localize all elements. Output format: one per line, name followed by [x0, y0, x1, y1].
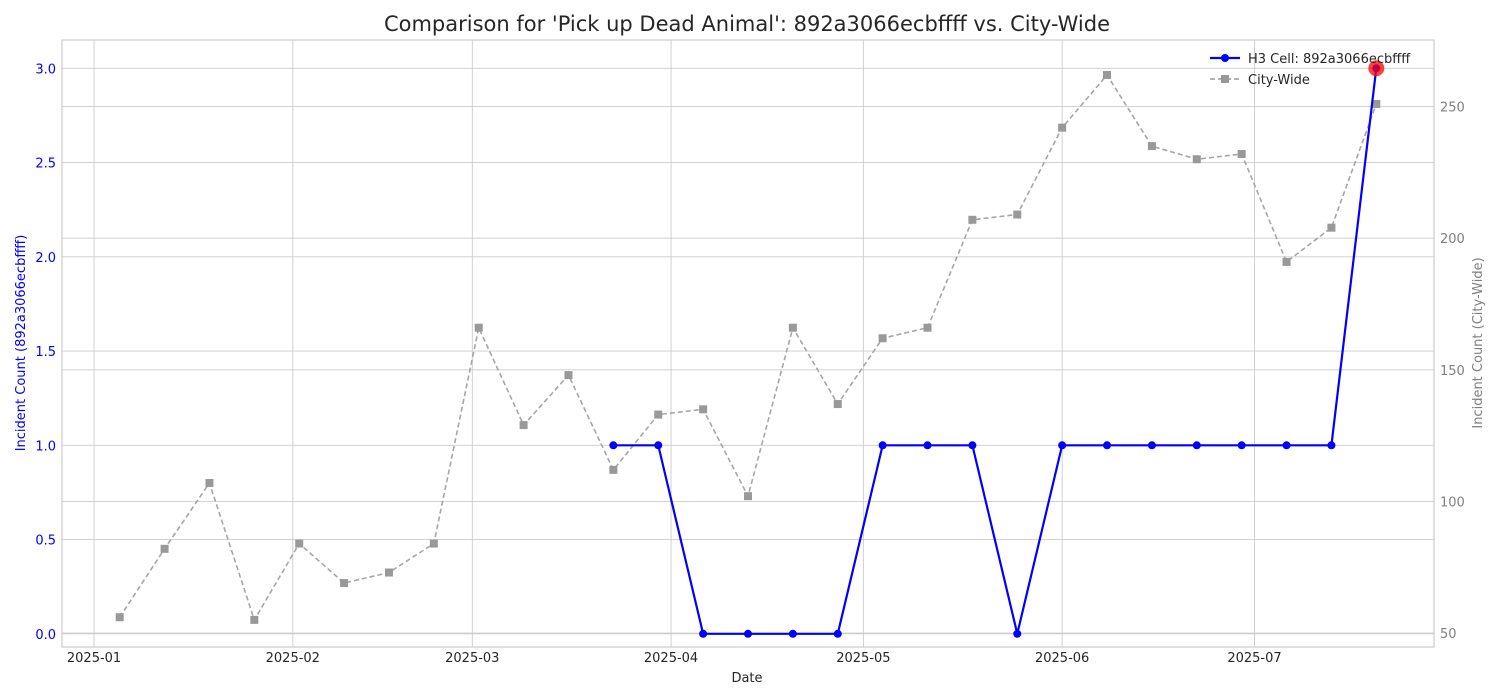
legend: H3 Cell: 892a3066ecbffff City-Wide: [1210, 52, 1411, 88]
h3-cell-point: [744, 629, 752, 638]
city-wide-point: [384, 568, 393, 577]
city-wide-point: [474, 323, 483, 332]
city-wide-point: [699, 405, 708, 414]
legend-cell-label: H3 Cell: 892a3066ecbffff: [1248, 52, 1411, 67]
y-tick-label-right: 250: [1440, 101, 1465, 116]
y-tick-label-left: 2.5: [35, 157, 56, 172]
y-tick-label-left: 3.0: [35, 62, 56, 77]
legend-city-marker: [1221, 75, 1229, 83]
x-tick-label: 2025-06: [1035, 651, 1089, 666]
y-axis-left-ticks: 0.0 0.5 1.0 1.5 2.0 2.5 3.0: [35, 62, 56, 643]
x-tick-label: 2025-04: [644, 651, 698, 666]
y-tick-label-right: 150: [1440, 364, 1465, 379]
series-city-wide: [115, 71, 1381, 624]
h3-cell-point: [699, 629, 708, 638]
x-tick-label: 2025-02: [266, 651, 320, 666]
chart-title: Comparison for 'Pick up Dead Animal': 89…: [384, 12, 1110, 36]
y-tick-label-left: 0.5: [35, 534, 56, 549]
city-wide-point: [968, 215, 977, 224]
y-tick-label-right: 50: [1440, 627, 1457, 642]
y-tick-label-right: 100: [1440, 495, 1465, 510]
city-wide-point: [1237, 149, 1246, 158]
x-axis-label: Date: [731, 671, 762, 686]
city-wide-point: [654, 410, 663, 419]
h3-cell-point: [1013, 629, 1022, 638]
highlight: [1368, 60, 1385, 77]
city-wide-point: [1372, 99, 1381, 108]
city-wide-point: [1103, 71, 1112, 80]
y-tick-label-left: 0.0: [35, 628, 56, 643]
plot-frame: [61, 39, 1435, 648]
grid: [62, 40, 1434, 647]
city-wide-point: [1282, 257, 1291, 266]
city-wide-point: [833, 400, 842, 409]
h3-cell-point: [1058, 441, 1067, 450]
h3-cell-point: [788, 629, 797, 638]
city-wide-point: [340, 579, 349, 588]
h3-cell-point: [1147, 441, 1156, 450]
y-tick-label-left: 1.5: [35, 345, 56, 360]
city-wide-point: [1013, 210, 1022, 219]
x-tick-label: 2025-05: [836, 651, 890, 666]
city-wide-point: [744, 492, 752, 501]
city-wide-point: [295, 539, 304, 548]
y-axis-right-ticks: 50 100 150 200 250: [1440, 101, 1465, 642]
x-tick-label: 2025-07: [1227, 651, 1281, 666]
city-wide-point: [115, 613, 124, 622]
h3-cell-point: [654, 441, 663, 450]
y-tick-label-left: 2.0: [35, 251, 56, 266]
city-wide-point: [878, 334, 887, 343]
y-axis-left-label: Incident Count (892a3066ecbffff): [14, 235, 29, 452]
city-wide-point: [1192, 155, 1201, 164]
city-wide-point: [1327, 223, 1336, 232]
h3-cell-point: [878, 441, 887, 450]
h3-cell-point: [1103, 441, 1112, 450]
city-wide-point: [160, 544, 169, 553]
h3-cell-point: [833, 629, 842, 638]
city-wide-point: [519, 421, 528, 430]
city-wide-point: [205, 479, 214, 488]
h3-cell-point: [1327, 441, 1336, 450]
h3-cell-point: [923, 441, 932, 450]
y-tick-label-left: 1.0: [35, 439, 56, 454]
city-wide-point: [1147, 142, 1156, 151]
city-wide-point: [250, 615, 259, 624]
city-wide-point: [564, 371, 573, 380]
h3-cell-point: [1192, 441, 1201, 450]
y-tick-label-right: 200: [1440, 232, 1465, 247]
city-wide-point: [1058, 123, 1067, 132]
h3-cell-point: [609, 441, 618, 450]
y-axis-right-label: Incident Count (City-Wide): [1471, 257, 1486, 428]
h3-cell-point: [968, 441, 977, 450]
city-wide-point: [429, 539, 438, 548]
x-tick-label: 2025-01: [67, 651, 121, 666]
city-wide-point: [609, 465, 618, 474]
x-axis-ticks: 2025-01 2025-02 2025-03 2025-04 2025-05 2025-…: [67, 651, 1282, 666]
legend-cell-marker: [1221, 54, 1229, 62]
city-wide-point: [923, 323, 932, 332]
h3-cell-point: [1282, 441, 1291, 450]
city-wide-point: [788, 323, 797, 332]
x-tick-label: 2025-03: [445, 651, 499, 666]
h3-cell-point: [1237, 441, 1246, 450]
h3-cell-line: [613, 68, 1378, 635]
legend-city-label: City-Wide: [1248, 73, 1310, 88]
highlight-point: [1368, 60, 1385, 77]
